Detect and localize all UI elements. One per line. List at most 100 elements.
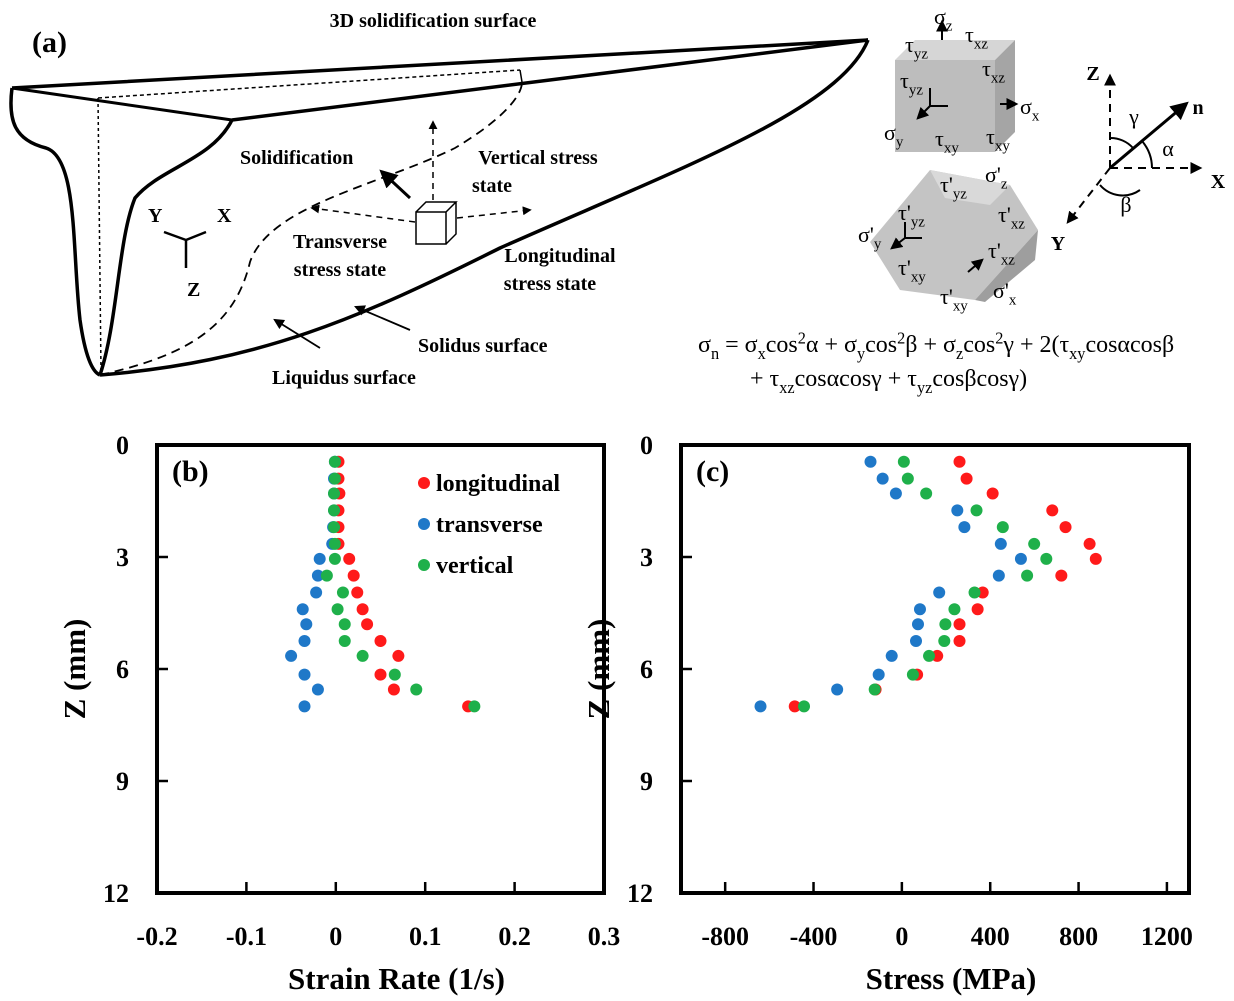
point bbox=[876, 472, 889, 485]
formula-part: z bbox=[1001, 177, 1008, 193]
point bbox=[468, 700, 481, 713]
point bbox=[388, 668, 401, 681]
point bbox=[1021, 569, 1034, 582]
x-tick-label: 800 bbox=[1059, 922, 1098, 951]
x-axis-title: Strain Rate (1/s) bbox=[288, 961, 505, 996]
legend-label: longitudinal bbox=[436, 471, 560, 497]
point bbox=[868, 683, 881, 696]
point bbox=[992, 569, 1005, 582]
point bbox=[906, 668, 919, 681]
point bbox=[953, 635, 966, 647]
point bbox=[1028, 537, 1041, 550]
point bbox=[320, 569, 333, 582]
point bbox=[298, 668, 311, 681]
formula-part: τ' bbox=[940, 284, 953, 309]
plot-frame bbox=[679, 443, 1191, 895]
formula-part: τ bbox=[900, 68, 909, 93]
point bbox=[911, 618, 924, 631]
formula-part: α + σ bbox=[806, 332, 857, 358]
point bbox=[338, 618, 351, 631]
formula-part: yz bbox=[917, 378, 932, 397]
point bbox=[351, 586, 364, 599]
point bbox=[361, 618, 374, 631]
formula-part: + τ bbox=[750, 366, 780, 392]
point bbox=[356, 603, 369, 616]
formula-part: τ bbox=[986, 124, 995, 149]
formula-part: τ bbox=[905, 32, 914, 57]
point bbox=[1083, 537, 1096, 550]
formula: τ'xz bbox=[998, 202, 1025, 233]
formula-part: xy bbox=[944, 141, 959, 157]
formula: τxz bbox=[982, 56, 1005, 87]
formula-part: = σ bbox=[719, 332, 758, 358]
formula-part: τ bbox=[982, 56, 991, 81]
annotation: stress state bbox=[294, 259, 387, 281]
formula-part: τ' bbox=[988, 238, 1001, 263]
point bbox=[328, 472, 341, 485]
axis-letter: Y bbox=[148, 205, 163, 227]
y-tick-label: 3 bbox=[116, 543, 129, 572]
formula-part: σ' bbox=[985, 162, 1001, 187]
angle-label: γ bbox=[1128, 104, 1139, 129]
point bbox=[958, 521, 971, 534]
formula-part: n bbox=[711, 344, 719, 363]
formula-part: xz bbox=[974, 37, 988, 53]
annotation: Solidification bbox=[240, 147, 353, 169]
legend-marker bbox=[418, 477, 430, 489]
formula-part: xz bbox=[1011, 217, 1025, 233]
y-axis-title: Z (mm) bbox=[581, 619, 616, 720]
panel-label: (b) bbox=[172, 455, 209, 488]
x-tick-label: -800 bbox=[701, 922, 749, 951]
point bbox=[328, 552, 341, 565]
formula-part: σ bbox=[698, 332, 711, 358]
formula: τ'yz bbox=[940, 172, 967, 203]
y-tick-label: 9 bbox=[640, 767, 653, 796]
point bbox=[971, 603, 984, 616]
formula-part: xz bbox=[779, 378, 794, 397]
point bbox=[831, 683, 844, 696]
point bbox=[951, 504, 964, 517]
angle-label: β bbox=[1120, 192, 1131, 217]
point bbox=[986, 487, 999, 500]
y-tick-label: 0 bbox=[640, 431, 653, 460]
formula-part: xy bbox=[911, 270, 926, 286]
point bbox=[953, 618, 966, 631]
formula: σ'z bbox=[985, 162, 1008, 193]
point bbox=[343, 552, 356, 565]
point bbox=[788, 700, 801, 713]
point bbox=[994, 537, 1007, 550]
formula: σ'y bbox=[858, 222, 882, 253]
axis-letter: X bbox=[1211, 171, 1226, 193]
formula-part: z bbox=[956, 344, 963, 363]
formula-part: cosβcosγ) bbox=[932, 366, 1027, 392]
stress-cubes bbox=[870, 40, 1038, 302]
formula-part: 2 bbox=[995, 329, 1003, 348]
point bbox=[960, 472, 973, 485]
point bbox=[1055, 569, 1068, 582]
point bbox=[1014, 552, 1027, 565]
point bbox=[310, 586, 323, 599]
y-tick-label: 9 bbox=[116, 767, 129, 796]
point bbox=[1040, 552, 1053, 565]
x-tick-label: 0 bbox=[329, 922, 342, 951]
axis-letter: Z bbox=[1086, 63, 1099, 85]
formula-part: τ' bbox=[898, 255, 911, 280]
point bbox=[347, 569, 360, 582]
formula-part: 2 bbox=[897, 329, 905, 348]
point bbox=[1059, 521, 1072, 534]
point bbox=[923, 649, 936, 662]
point bbox=[387, 683, 400, 696]
point bbox=[1046, 504, 1059, 517]
point bbox=[910, 635, 923, 647]
y-tick-label: 0 bbox=[116, 431, 129, 460]
axis-letter: X bbox=[217, 205, 232, 227]
formula-part: cosαcosβ bbox=[1085, 332, 1174, 358]
formula: + τxzcosαcosγ + τyzcosβcosγ) bbox=[750, 366, 1027, 397]
formula-part: yz bbox=[909, 83, 923, 99]
formula: σx bbox=[1020, 94, 1040, 125]
formula-part: xz bbox=[991, 71, 1005, 87]
x-tick-label: 400 bbox=[971, 922, 1010, 951]
point bbox=[328, 487, 341, 500]
